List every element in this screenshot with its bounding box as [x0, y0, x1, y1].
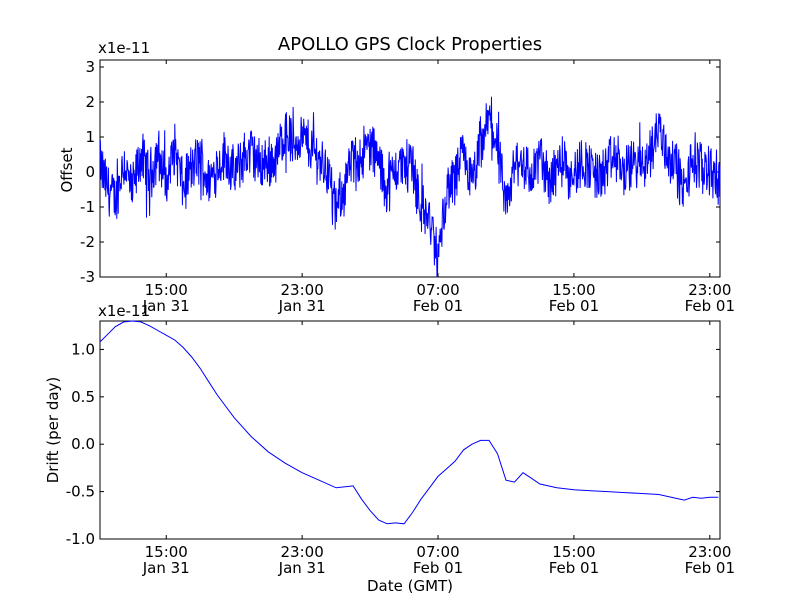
- drift-xtick-date: Feb 01: [413, 559, 463, 577]
- drift-ytick-label: 0.0: [71, 435, 95, 453]
- offset-ytick-label: 2: [85, 93, 95, 111]
- drift-ytick-label: 0.5: [71, 388, 95, 406]
- offset-xtick-date: Feb 01: [685, 297, 735, 315]
- offset-ytick-label: -2: [80, 233, 95, 251]
- drift-xtick-time: 15:00: [145, 543, 188, 561]
- offset-series-line: [99, 96, 721, 278]
- offset-xtick-date: Feb 01: [413, 297, 463, 315]
- chart-title: APOLLO GPS Clock Properties: [278, 34, 542, 55]
- drift-xtick-date: Feb 01: [685, 559, 735, 577]
- offset-ytick-label: -1: [80, 198, 95, 216]
- drift-plot-frame: [99, 320, 721, 540]
- offset-xtick-time: 15:00: [145, 281, 188, 299]
- offset-ytick-label: -3: [80, 268, 95, 286]
- offset-xtick-time: 23:00: [688, 281, 731, 299]
- drift-ytick-label: -1.0: [66, 530, 95, 548]
- drift-xtick-time: 15:00: [552, 543, 595, 561]
- offset-xtick-time: 07:00: [416, 281, 459, 299]
- drift-ytick-label: -0.5: [66, 483, 95, 501]
- offset-xtick-date: Jan 31: [142, 297, 190, 315]
- offset-ytick-label: 3: [85, 58, 95, 76]
- drift-series-line: [99, 320, 719, 525]
- x-axis-label: Date (GMT): [367, 577, 453, 595]
- drift-xtick-time: 23:00: [281, 543, 324, 561]
- offset-xtick-date: Feb 01: [549, 297, 599, 315]
- offset-scale-label: x1e-11: [98, 39, 150, 57]
- drift-xtick-time: 23:00: [688, 543, 731, 561]
- offset-ytick-label: 1: [85, 128, 95, 146]
- offset-ytick-label: 0: [85, 163, 95, 181]
- offset-xtick-time: 15:00: [552, 281, 595, 299]
- drift-xtick-date: Feb 01: [549, 559, 599, 577]
- drift-ytick-label: 1.0: [71, 340, 95, 358]
- drift-xtick-date: Jan 31: [278, 559, 326, 577]
- offset-xtick-time: 23:00: [281, 281, 324, 299]
- drift-ylabel: Drift (per day): [44, 377, 62, 484]
- drift-xtick-time: 07:00: [416, 543, 459, 561]
- drift-scale-label: x1e-11: [98, 302, 150, 320]
- drift-xtick-date: Jan 31: [142, 559, 190, 577]
- offset-ylabel: Offset: [58, 147, 76, 192]
- offset-xtick-date: Jan 31: [278, 297, 326, 315]
